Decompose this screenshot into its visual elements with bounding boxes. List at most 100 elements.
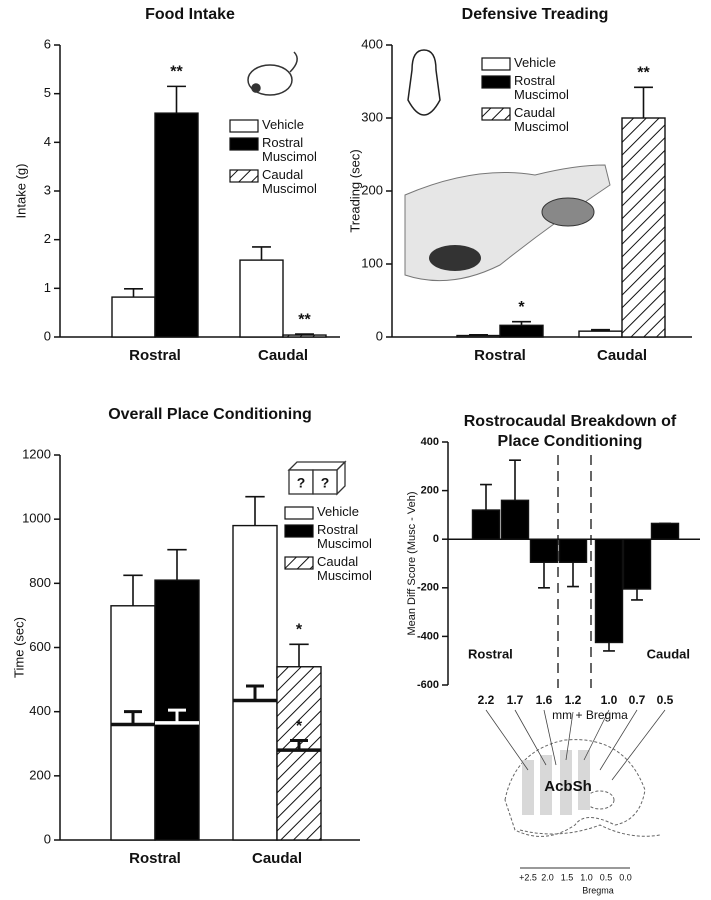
- y-tick-label: 400: [421, 436, 439, 448]
- x-axis-label: mm + Bregma: [552, 708, 628, 722]
- scale-label: 0.0: [619, 872, 632, 882]
- y-tick-label: -600: [417, 679, 439, 691]
- panel: Rostrocaudal Breakdown of Place Condition…: [406, 413, 700, 895]
- error-bar: [252, 246, 271, 261]
- x-tick-label: 1.2: [565, 693, 582, 707]
- bar: [500, 499, 530, 540]
- y-tick-label: 400: [29, 703, 51, 718]
- scale-label: 1.5: [561, 872, 574, 882]
- icon-label: ?: [297, 475, 306, 491]
- y-tick-label: 1000: [22, 511, 51, 526]
- y-tick-label: 600: [29, 639, 51, 654]
- legend-swatch: [229, 119, 259, 133]
- leader-lines: [485, 709, 666, 781]
- scale-title: Bregma: [582, 885, 614, 895]
- legend-label: Rostral Muscimol: [514, 73, 569, 102]
- bar: [282, 334, 327, 338]
- x-tick-label: 2.2: [478, 693, 495, 707]
- x-tick-label: Caudal: [597, 347, 647, 364]
- error-bar: [634, 86, 653, 118]
- legend-label: Caudal Muscimol: [317, 554, 372, 583]
- y-tick-label: 5: [44, 85, 51, 100]
- error-bar: [289, 643, 309, 667]
- significance: **: [637, 65, 650, 82]
- error-bar: [295, 333, 314, 336]
- bar: [578, 330, 623, 338]
- legend-swatch: [229, 169, 259, 183]
- x-tick-label: Caudal: [258, 347, 308, 364]
- legend-swatch: [284, 524, 314, 538]
- chart-title: Food Intake: [145, 6, 235, 23]
- error-bar: [512, 320, 531, 326]
- y-tick-label: 1200: [22, 446, 51, 461]
- bar: [499, 324, 544, 338]
- x-tick-label: Rostral: [129, 347, 181, 364]
- panel: Defensive Treading Treading (sec) 0 100 200 3…: [347, 6, 692, 364]
- inner-error-bar: [290, 739, 308, 751]
- legend-swatch: [481, 75, 511, 89]
- y-tick-label: 800: [29, 575, 51, 590]
- bar: [239, 259, 284, 338]
- bar: [276, 666, 322, 841]
- y-axis-label: Mean Diff Score (Musc - Veh): [406, 491, 418, 635]
- y-tick-label: 2: [44, 231, 51, 246]
- x-tick-label: Caudal: [252, 850, 302, 867]
- bar: [594, 538, 624, 644]
- bar: [558, 538, 588, 563]
- legend-label: Rostral Muscimol: [262, 135, 317, 164]
- y-tick-label: 300: [361, 109, 383, 124]
- legend-swatch: [481, 107, 511, 121]
- bar: [529, 538, 559, 563]
- error-bar: [567, 562, 579, 588]
- panel: Food Intake Intake (g) 0 1 2 3 4 5 6 Rostral ** Cau…: [13, 6, 340, 364]
- legend-swatch: [284, 506, 314, 520]
- significance: *: [296, 622, 303, 639]
- x-tick-label: Rostral: [129, 850, 181, 867]
- y-tick-label: 4: [44, 134, 51, 149]
- x-tick-label: 1.6: [536, 693, 553, 707]
- y-tick-label: 1: [44, 280, 51, 295]
- y-tick-label: 200: [29, 767, 51, 782]
- place-box-icon: [287, 460, 347, 496]
- bar: [456, 334, 501, 338]
- y-tick-label: 6: [44, 36, 51, 51]
- significance: **: [298, 311, 311, 328]
- legend-label: Vehicle: [262, 117, 304, 132]
- y-axis-label: Intake (g): [13, 164, 28, 219]
- legend-swatch: [229, 137, 259, 151]
- error-bar: [167, 85, 186, 114]
- legend-label: Vehicle: [317, 504, 359, 519]
- y-tick-label: 200: [421, 485, 439, 497]
- region-label: Rostral: [468, 646, 513, 661]
- chart-title: Overall Place Conditioning: [108, 406, 312, 423]
- legend-label: Caudal Muscimol: [262, 167, 317, 196]
- y-tick-label: 0: [433, 533, 439, 545]
- error-bar: [591, 328, 610, 332]
- error-bar: [603, 642, 615, 652]
- y-tick-label: 200: [361, 182, 383, 197]
- significance: **: [170, 64, 183, 81]
- significance: *: [296, 718, 303, 735]
- legend-label: Rostral Muscimol: [317, 522, 372, 551]
- x-tick-label: Rostral: [474, 347, 526, 364]
- y-tick-label: 3: [44, 182, 51, 197]
- error-bar: [631, 589, 643, 601]
- treading-illustration: [404, 49, 611, 282]
- chart-title: Rostrocaudal Breakdown of Place Condition…: [464, 413, 677, 450]
- legend-swatch: [284, 556, 314, 570]
- bar: [111, 296, 156, 338]
- scale-label: 1.0: [580, 872, 593, 882]
- scale-label: 2.0: [541, 872, 554, 882]
- y-axis-label: Time (sec): [11, 617, 26, 678]
- region-label: Caudal: [647, 646, 690, 661]
- y-tick-label: -200: [417, 582, 439, 594]
- x-tick-label: 0.7: [629, 693, 646, 707]
- legend-label: Caudal Muscimol: [514, 105, 569, 134]
- y-tick-label: 100: [361, 255, 383, 270]
- bar: [154, 112, 199, 338]
- error-bar: [509, 459, 521, 501]
- bar: [232, 524, 278, 841]
- error-bar: [123, 574, 143, 606]
- y-tick-label: 0: [376, 328, 383, 343]
